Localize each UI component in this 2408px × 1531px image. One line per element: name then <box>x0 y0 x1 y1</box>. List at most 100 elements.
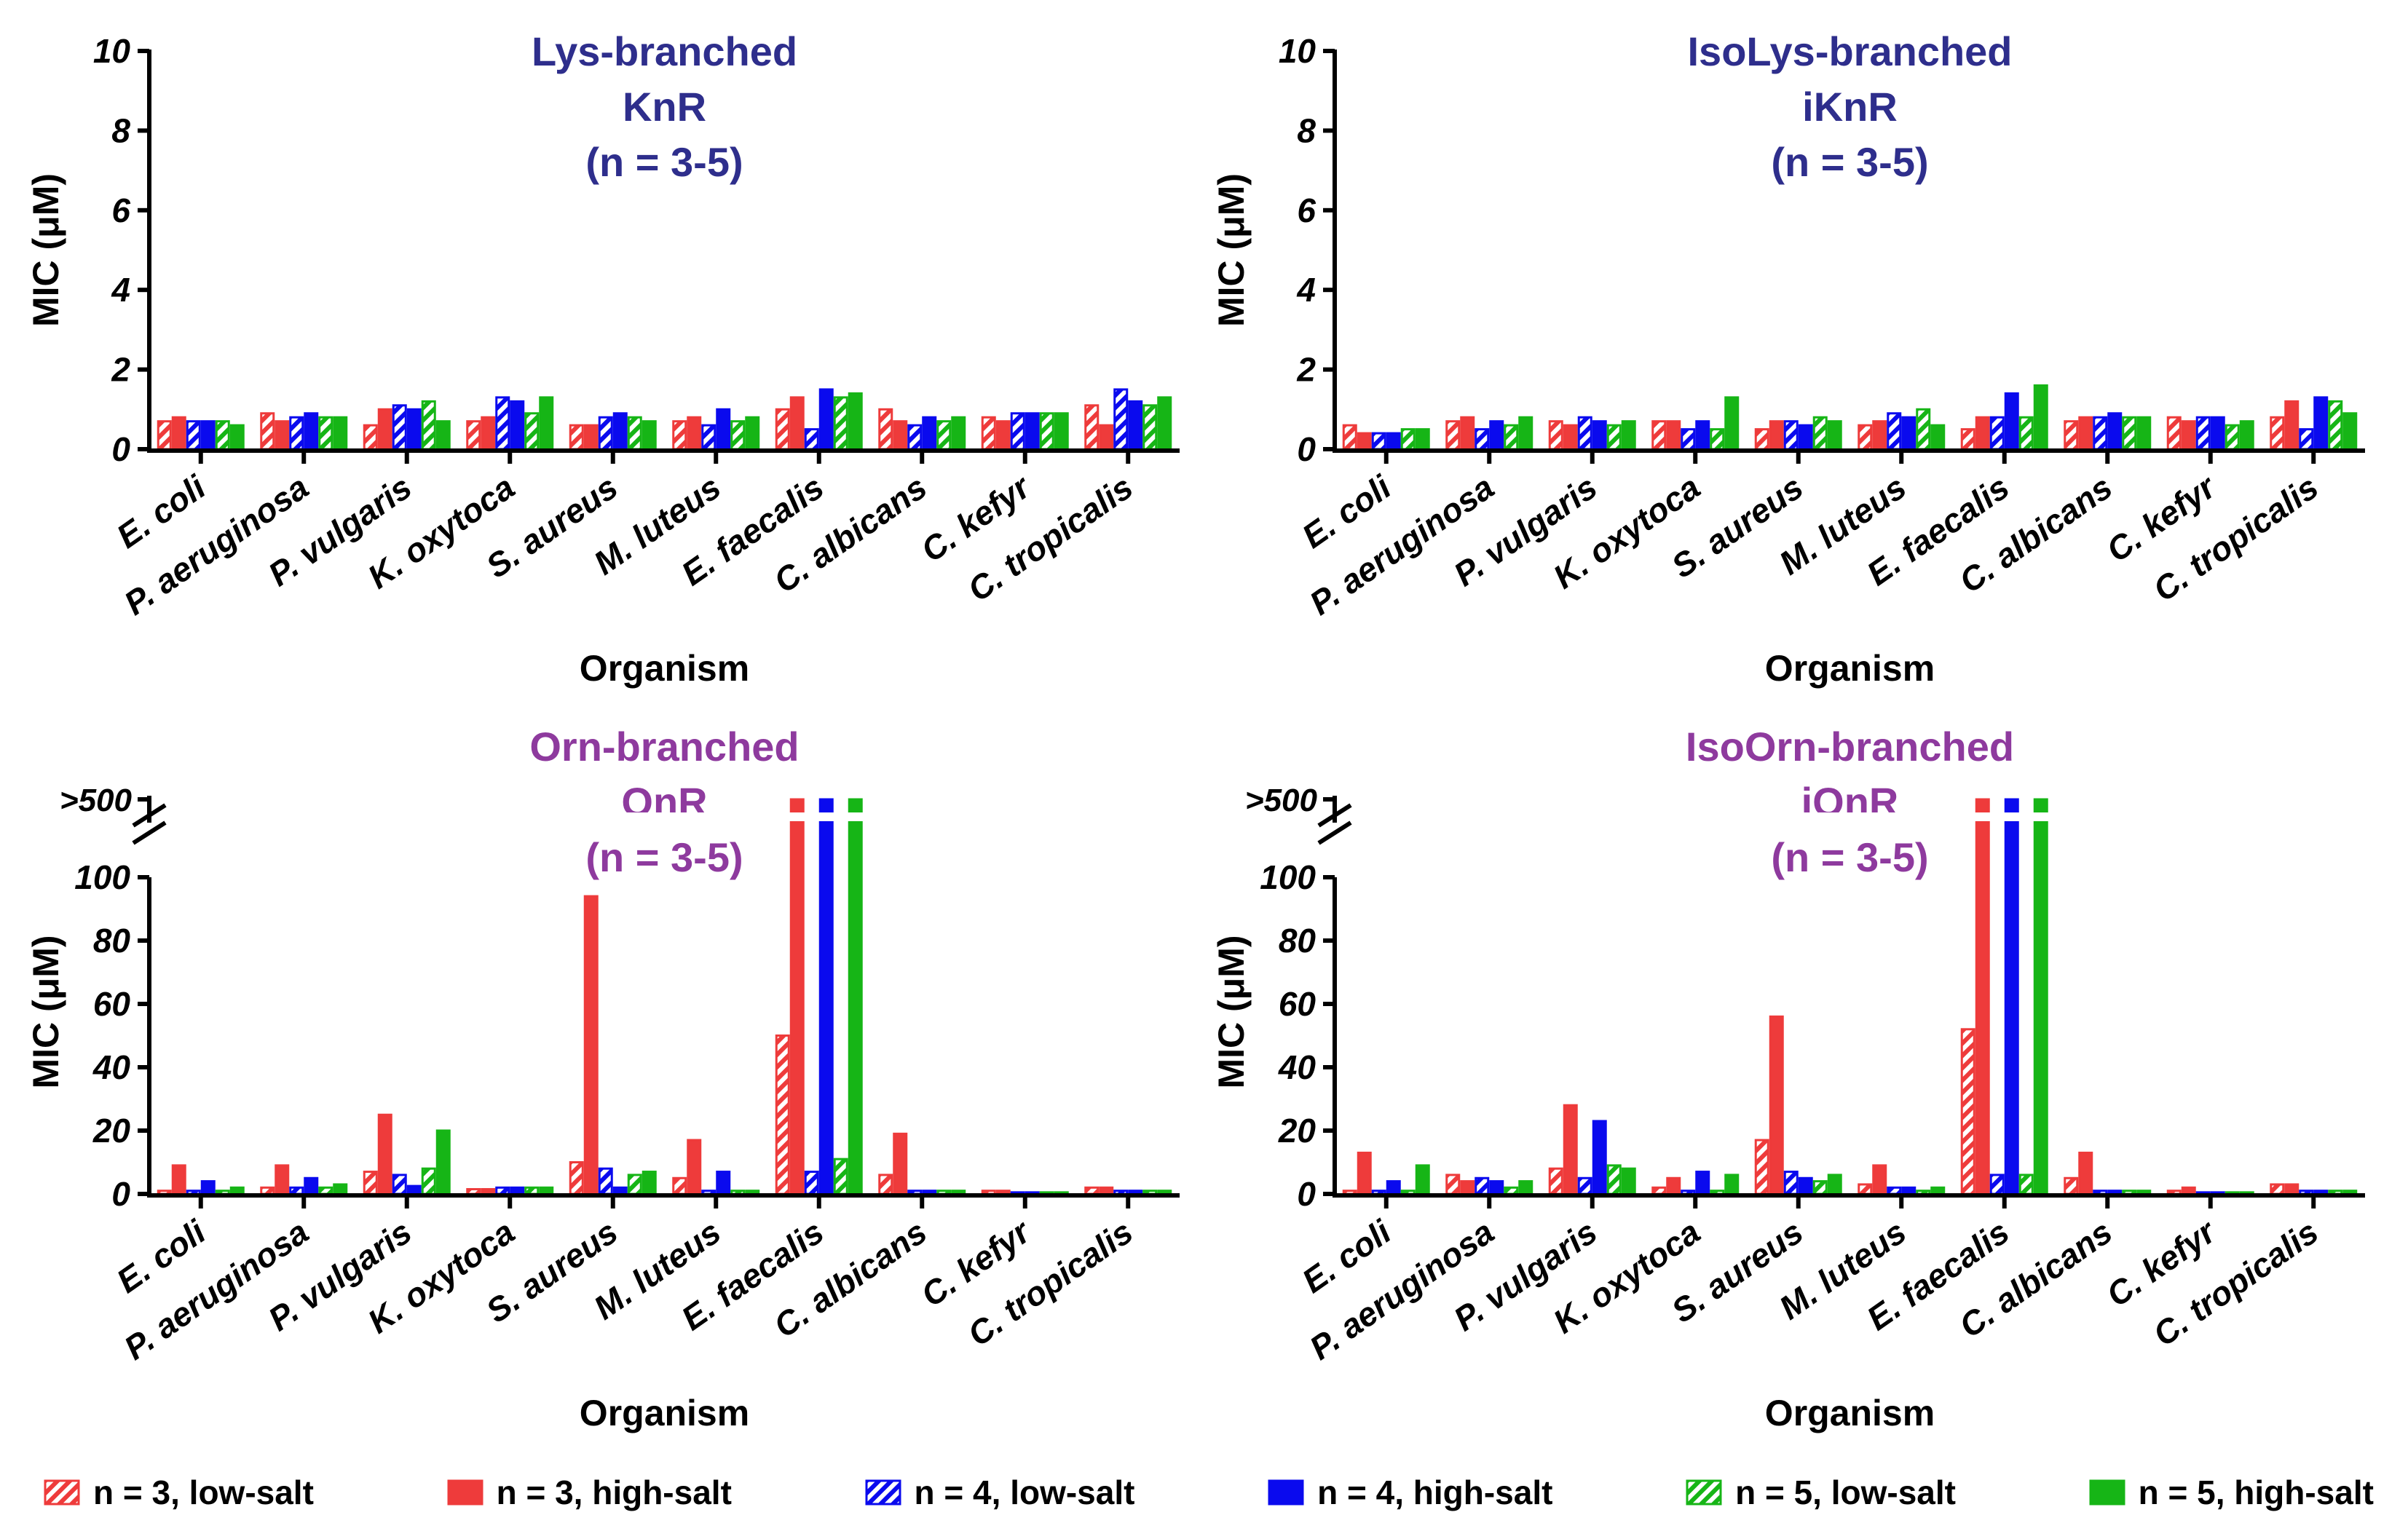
bar <box>1504 424 1519 451</box>
bar <box>1606 1164 1622 1195</box>
x-axis-label: Organism <box>1765 1393 1935 1433</box>
y-tick-label: 4 <box>111 271 130 309</box>
y-tick-label: 6 <box>1297 191 1316 229</box>
bar <box>1489 1180 1504 1195</box>
legend-swatch-fill <box>44 1479 80 1506</box>
bar <box>789 396 805 451</box>
bar <box>215 420 230 451</box>
bar <box>789 798 805 1195</box>
bar <box>1386 1180 1401 1195</box>
y-axis-label: MIC (μM) <box>1211 173 1252 327</box>
bar <box>1025 412 1040 451</box>
bar <box>1827 1174 1842 1195</box>
bar <box>1445 1174 1461 1195</box>
y-tick-label: 2 <box>111 351 130 389</box>
bar <box>627 1174 642 1195</box>
bar <box>304 1176 319 1195</box>
bar <box>510 400 525 451</box>
bar <box>229 1186 245 1195</box>
bar <box>1415 1164 1430 1195</box>
bar <box>260 1186 275 1195</box>
y-tick-label: 60 <box>93 985 131 1023</box>
bar <box>2018 416 2034 451</box>
bar <box>1783 1171 1799 1195</box>
bar <box>2270 416 2285 451</box>
bar <box>275 420 290 451</box>
bar <box>1460 416 1475 451</box>
bar <box>2018 1174 2034 1195</box>
bar <box>539 396 554 451</box>
bar <box>936 420 952 451</box>
legend-swatch <box>44 1479 80 1506</box>
bar <box>687 416 702 451</box>
bar <box>2239 420 2254 451</box>
bar <box>377 408 392 451</box>
bar <box>1054 412 1069 451</box>
bar <box>1475 1176 1490 1195</box>
bar <box>598 416 613 451</box>
bar <box>1769 420 1784 451</box>
bar <box>730 420 746 451</box>
bar <box>1960 428 1975 451</box>
bar <box>200 1180 216 1195</box>
bar <box>363 1171 378 1195</box>
bar <box>569 1161 584 1195</box>
bar <box>1754 428 1769 451</box>
bar <box>848 798 863 1195</box>
y-tick-label: 10 <box>93 32 131 70</box>
bar <box>2284 1183 2300 1195</box>
bar <box>1666 1176 1681 1195</box>
bar <box>1651 1186 1667 1195</box>
bar <box>1157 396 1172 451</box>
bar <box>2004 392 2019 451</box>
bar <box>1989 1174 2005 1195</box>
bar <box>672 1176 687 1195</box>
bar <box>539 1186 554 1195</box>
bar <box>510 1186 525 1195</box>
bar <box>907 424 923 451</box>
bar <box>318 1186 333 1195</box>
bar <box>1577 1176 1592 1195</box>
bar <box>2328 400 2343 451</box>
legend-label: n = 5, low-salt <box>1735 1473 1956 1511</box>
bar <box>1901 416 1916 451</box>
y-tick-label: 80 <box>93 922 131 960</box>
bar <box>1518 1180 1533 1195</box>
bar <box>421 400 436 451</box>
legend-item: n = 3, low-salt <box>44 1473 314 1512</box>
chart-annotation: (n = 3-5) <box>1771 834 1928 880</box>
chart-title: IsoLys-branched <box>1687 28 2012 74</box>
bar <box>2342 412 2358 451</box>
bar <box>2107 412 2123 451</box>
bar <box>598 1167 613 1195</box>
y-tick-label: >500 <box>60 783 133 818</box>
legend-swatch <box>865 1479 901 1506</box>
bar <box>1460 1180 1475 1195</box>
bar <box>2064 1176 2079 1195</box>
legend-swatch-fill <box>1268 1479 1304 1506</box>
bar <box>848 392 863 451</box>
bar <box>893 1132 908 1195</box>
bar <box>1475 428 1490 451</box>
bar <box>524 412 540 451</box>
bar <box>1445 420 1461 451</box>
y-tick-label: 100 <box>1260 858 1316 896</box>
legend-item: n = 4, low-salt <box>865 1473 1134 1512</box>
bar <box>2033 384 2048 451</box>
chart-annotation: (n = 3-5) <box>585 834 743 880</box>
bar <box>406 1184 422 1195</box>
bar <box>701 424 717 451</box>
bar <box>818 798 834 1195</box>
bar <box>716 408 731 451</box>
bar <box>1812 1180 1828 1195</box>
bar <box>1930 1186 1946 1195</box>
bar <box>392 1174 407 1195</box>
bar <box>1872 420 1887 451</box>
bar <box>2181 1186 2196 1195</box>
bar <box>363 424 378 451</box>
axis-break-mark <box>132 803 167 828</box>
bar <box>1504 1186 1519 1195</box>
